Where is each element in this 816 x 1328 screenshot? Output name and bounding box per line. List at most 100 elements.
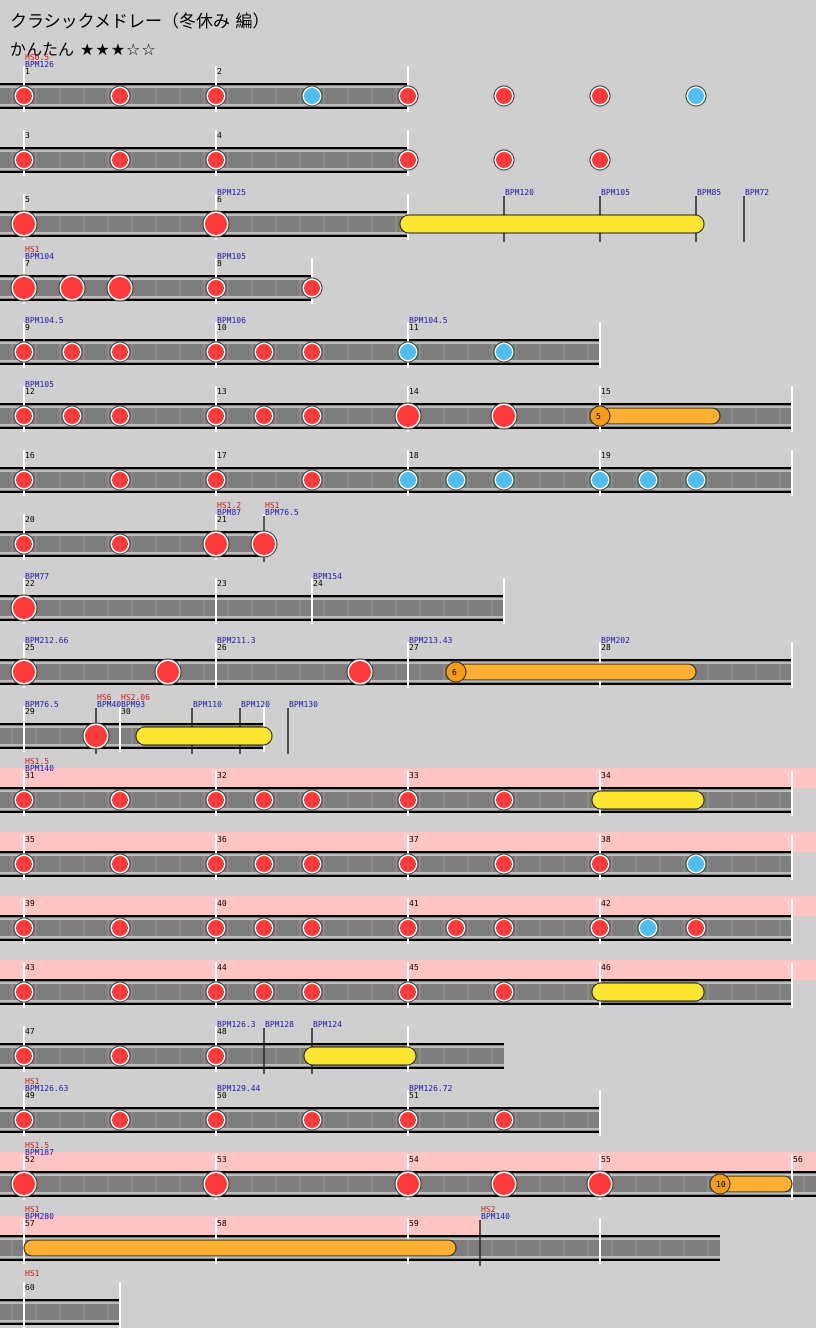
measure-number: 9 [25, 323, 30, 332]
chart-row: 39 40 41 42 [0, 896, 816, 944]
balloon-count: 10 [716, 1180, 726, 1189]
measure-number: 60 [25, 1283, 35, 1292]
don-note [496, 792, 512, 808]
bpm-label: BPM126.63 [25, 1084, 69, 1093]
bpm-label: BPM128 [265, 1020, 294, 1029]
measure-number: 7 [25, 259, 30, 268]
don-note [208, 152, 224, 168]
don-note [208, 920, 224, 936]
don-note [112, 472, 128, 488]
don-note [304, 1112, 320, 1128]
bpm-label: BPM72 [745, 188, 769, 197]
don-note [400, 152, 416, 168]
bpm-label: BPM140 [481, 1212, 510, 1221]
hs-label: HS1.5 [25, 1141, 49, 1150]
big-don-note [397, 405, 419, 427]
balloon-head [445, 661, 467, 683]
measure-number: 33 [409, 771, 419, 780]
measure-number: 22 [25, 579, 35, 588]
don-note [208, 88, 224, 104]
bpm-label: BPM104 [25, 252, 54, 261]
measure-number: 2 [217, 67, 222, 76]
bpm-label: BPM120 [505, 188, 534, 197]
bpm-label: BPM110 [193, 700, 222, 709]
don-note [208, 984, 224, 1000]
ka-note [688, 472, 704, 488]
don-note [592, 152, 608, 168]
don-note [208, 1112, 224, 1128]
don-note [304, 472, 320, 488]
don-note [112, 792, 128, 808]
measure-number: 42 [601, 899, 611, 908]
measure-number: 39 [25, 899, 35, 908]
measure-number: 26 [217, 643, 227, 652]
measure-number: 3 [25, 131, 30, 140]
bpm-label: BPM106 [217, 316, 246, 325]
measure-number: 45 [409, 963, 419, 972]
don-note [496, 152, 512, 168]
bpm-label: BPM125 [217, 188, 246, 197]
don-note [496, 984, 512, 1000]
big-don-note [493, 1173, 515, 1195]
don-note [208, 472, 224, 488]
big-don-note [493, 405, 515, 427]
measure-number: 31 [25, 771, 35, 780]
measure-number: 30 [121, 707, 131, 716]
don-note [400, 1112, 416, 1128]
don-note [112, 1112, 128, 1128]
song-title: クラシックメドレー（冬休み 編） [10, 12, 270, 32]
measure-number: 34 [601, 771, 611, 780]
don-note [208, 1048, 224, 1064]
don-note [400, 856, 416, 872]
big-don-note [61, 277, 83, 299]
don-note [16, 536, 32, 552]
ka-note [448, 472, 464, 488]
bpm-label: BPM140 [25, 764, 54, 773]
don-note [16, 152, 32, 168]
measure-number: 52 [25, 1155, 35, 1164]
balloon-roll [719, 1175, 793, 1193]
bpm-label: BPM211.3 [217, 636, 256, 645]
measure-number: 1 [25, 67, 30, 76]
ka-note [640, 920, 656, 936]
big-don-note [589, 1173, 611, 1195]
measure-number: 24 [313, 579, 323, 588]
measure-number: 56 [793, 1155, 803, 1164]
bpm-label: BPM213.43 [409, 636, 453, 645]
big-don-note [205, 1173, 227, 1195]
big-don-note [397, 1173, 419, 1195]
hs-label: HS1 [25, 1205, 40, 1214]
bpm-label: BPM104.5 [409, 316, 448, 325]
measure-number: 54 [409, 1155, 419, 1164]
measure-number: 27 [409, 643, 419, 652]
ka-note [688, 856, 704, 872]
balloon-count: 6 [452, 668, 457, 677]
difficulty-stars: ★★★☆☆ [80, 40, 157, 59]
don-note [592, 856, 608, 872]
measure-number: 44 [217, 963, 227, 972]
bpm-label: BPM105 [601, 188, 630, 197]
don-note [208, 408, 224, 424]
don-note [112, 856, 128, 872]
bpm-label: BPM77 [25, 572, 49, 581]
measure-number: 41 [409, 899, 419, 908]
bpm-label: BPM87 [217, 508, 241, 517]
don-note [16, 344, 32, 360]
hs-label: HS2.06 [121, 693, 150, 702]
ka-note [400, 472, 416, 488]
don-note [496, 920, 512, 936]
bpm-label: BPM187 [25, 1148, 54, 1157]
don-note [256, 344, 272, 360]
big-don-note [13, 1173, 35, 1195]
